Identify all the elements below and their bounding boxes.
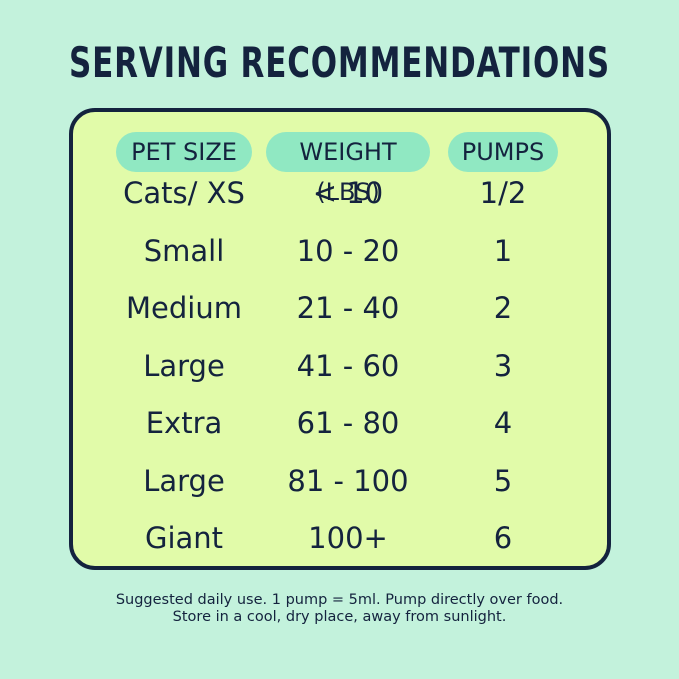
footer-line: Suggested daily use. 1 pump = 5ml. Pump … <box>115 592 564 608</box>
table-cell: Large <box>143 463 225 498</box>
table-cell: 1 <box>493 233 513 268</box>
table-cell: 2 <box>493 291 513 325</box>
column-header: PUMPS <box>448 132 558 172</box>
table-cell: 100+ <box>308 521 388 555</box>
table-cell: 21 - 40 <box>296 291 400 325</box>
table-cell: 1/2 <box>479 176 527 210</box>
column-header: WEIGHT (LBS) <box>266 132 430 206</box>
table-cell: < 10 <box>312 176 384 210</box>
table-cell: 41 - 60 <box>296 348 400 383</box>
table-cell: 81 - 100 <box>287 463 409 498</box>
table-cell: 4 <box>493 406 513 440</box>
table-panel: PET SIZE WEIGHT (LBS) PUMPS Cats/ XS < 10 1/2… <box>69 108 611 570</box>
footer: Suggested daily use. 1 pump = 5ml. Pump … <box>0 592 679 626</box>
table-cell: 61 - 80 <box>296 406 400 440</box>
table-cell: Giant <box>144 521 224 555</box>
table-cell: Medium <box>126 291 242 325</box>
table-cell: Small <box>143 233 225 268</box>
column-header: PET SIZE <box>116 132 252 172</box>
table-cell: Large <box>143 348 225 383</box>
table-cell: 10 - 20 <box>296 233 400 268</box>
table-cell: Extra <box>145 406 223 440</box>
title: SERVING RECOMMENDATIONS <box>68 38 611 87</box>
footer-line: Store in a cool, dry place, away from su… <box>172 609 507 625</box>
table-cell: 6 <box>493 521 513 555</box>
table-cell: 5 <box>493 463 513 498</box>
table-cell: 3 <box>493 348 513 383</box>
table-cell: Cats/ XS <box>123 176 245 210</box>
